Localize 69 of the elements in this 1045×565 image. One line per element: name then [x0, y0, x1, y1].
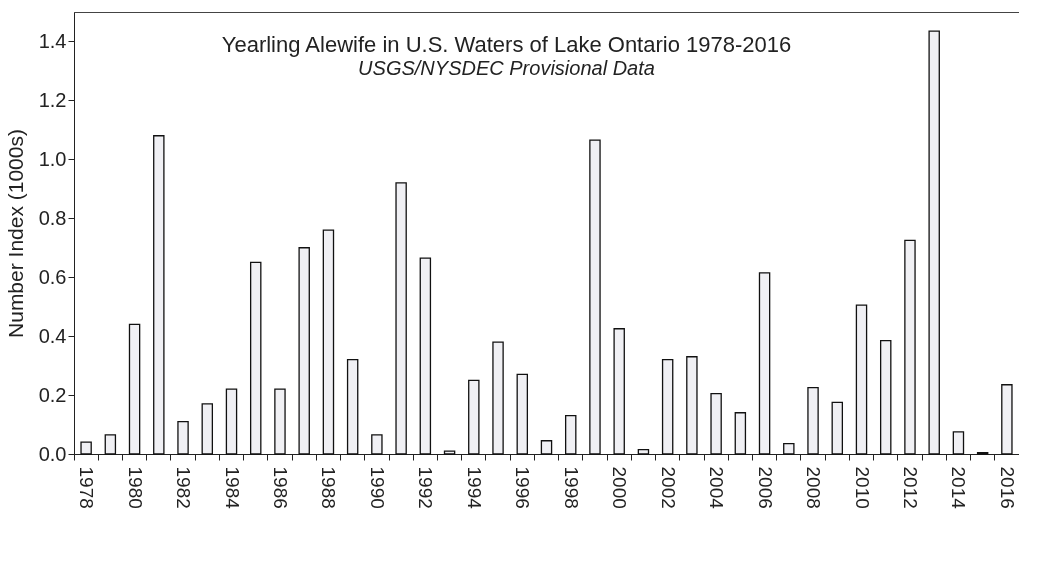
x-tick-label: 2004	[706, 466, 728, 510]
bar	[492, 341, 504, 455]
bar	[661, 359, 674, 455]
bar	[225, 388, 238, 455]
x-tick-label: 1998	[560, 466, 582, 509]
x-tick-label: 2002	[657, 466, 679, 509]
bar	[637, 448, 650, 455]
bar	[928, 30, 940, 455]
bar	[734, 412, 747, 455]
bar	[855, 304, 868, 455]
bar	[153, 135, 165, 455]
x-tick-label: 1982	[173, 466, 195, 509]
bar	[589, 139, 601, 455]
bar	[104, 434, 117, 455]
bar	[783, 443, 795, 455]
y-tick-label: 0.0	[38, 442, 67, 465]
bar	[540, 440, 553, 455]
bar	[395, 182, 407, 455]
bar	[758, 272, 771, 455]
y-axis-title: Number Index (1000s)	[3, 129, 27, 338]
x-tick-label: 1980	[124, 466, 146, 509]
bar	[346, 359, 359, 455]
y-tick-label: 0.2	[38, 383, 67, 406]
y-tick-label: 1.0	[38, 147, 67, 170]
x-tick-label: 1988	[318, 466, 340, 509]
y-tick-label: 0.4	[38, 324, 67, 347]
bar	[128, 323, 141, 455]
bar	[322, 229, 335, 455]
bar	[177, 420, 189, 455]
x-tick-label: 1996	[512, 466, 534, 509]
bar	[80, 441, 92, 455]
bar	[371, 434, 383, 455]
bar	[298, 247, 310, 455]
bar	[686, 356, 698, 455]
x-tick-label: 2012	[899, 466, 921, 509]
bar	[468, 379, 480, 455]
text: USGS/NYSDEC Provisional Data	[358, 57, 655, 79]
bar	[613, 328, 625, 455]
x-tick-label: 1986	[269, 466, 291, 509]
y-tick-label: 1.2	[38, 88, 67, 111]
bar	[831, 401, 844, 455]
x-tick-label: 2006	[754, 466, 776, 509]
bar	[516, 373, 529, 455]
x-tick-label: 1994	[463, 466, 485, 510]
bar	[274, 388, 286, 455]
bar	[879, 339, 892, 455]
bar	[952, 431, 965, 455]
x-tick-label: 2000	[609, 466, 631, 509]
x-tick-label: 1978	[76, 466, 98, 509]
bar	[807, 387, 819, 455]
bar	[710, 392, 722, 455]
bar	[564, 415, 577, 455]
y-tick-label: 1.4	[38, 29, 67, 52]
bar	[419, 257, 432, 455]
x-tick-label: 2008	[803, 466, 825, 509]
bar	[201, 403, 214, 455]
y-tick-label: 0.6	[38, 265, 67, 288]
x-tick-label: 2014	[948, 466, 970, 510]
x-tick-label: 1984	[221, 466, 243, 510]
text: Yearling Alewife in U.S. Waters of Lake Ontario 1978-2016	[221, 32, 792, 57]
bar	[1001, 384, 1013, 455]
x-tick-label: 1990	[366, 466, 388, 509]
bar	[443, 450, 456, 455]
x-tick-label: 2016	[996, 466, 1018, 509]
x-tick-label: 2010	[851, 466, 873, 509]
y-tick-label: 0.8	[38, 206, 67, 229]
bar	[249, 261, 262, 455]
bar	[904, 239, 916, 455]
x-tick-label: 1992	[415, 466, 437, 509]
